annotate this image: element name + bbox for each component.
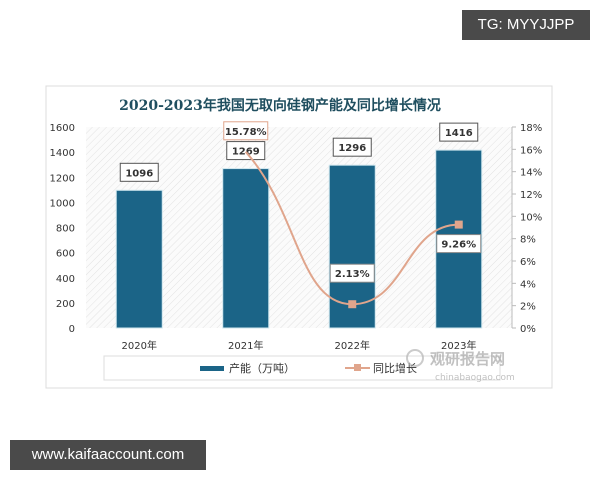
x-tick-label: 2023年 (441, 339, 476, 352)
logo-icon (406, 349, 424, 367)
right-tick-label: 2% (520, 302, 536, 313)
x-tick-label: 2020年 (122, 339, 157, 352)
line-data-label-box (223, 121, 269, 141)
x-tick-label: 2021年 (228, 339, 263, 352)
chart-title: 2020-2023年我国无取向硅钢产能及同比增长情况 (119, 97, 441, 114)
left-tick-label: 600 (56, 249, 75, 260)
line-data-label-box (436, 234, 482, 254)
line-data-label-box (329, 263, 375, 283)
right-tick-label: 4% (520, 279, 536, 290)
right-tick-label: 14% (520, 168, 542, 179)
left-tick-label: 1200 (50, 173, 75, 184)
bar-data-label: 1296 (338, 143, 366, 154)
left-tick-label: 400 (56, 274, 75, 285)
legend-line-label: 同比增长 (373, 361, 417, 375)
line-data-label: 9.26% (441, 240, 476, 251)
legend-line-marker (354, 364, 361, 371)
bar (115, 189, 163, 329)
bar-data-label-box (332, 137, 372, 157)
legend (103, 355, 501, 381)
right-tick-label: 6% (520, 257, 536, 268)
right-tick-label: 8% (520, 235, 536, 246)
left-tick-label: 200 (56, 299, 75, 310)
bar (222, 168, 270, 329)
right-tick-label: 0% (520, 324, 536, 335)
line-marker (348, 300, 357, 309)
bar-data-label: 1096 (125, 168, 153, 179)
right-tick-label: 10% (520, 212, 542, 223)
line-marker (454, 220, 463, 229)
bar-data-label-box (226, 141, 266, 161)
watermark-top: TG: MYYJJPP (462, 10, 590, 40)
right-tick-label: 18% (520, 123, 542, 134)
left-tick-label: 1400 (50, 148, 75, 159)
watermark-bottom: www.kaifaaccount.com (10, 440, 206, 470)
line-data-label: 15.78% (225, 127, 267, 138)
line-data-label: 2.13% (335, 269, 370, 280)
left-tick-label: 1000 (50, 198, 75, 209)
left-tick-label: 1600 (50, 123, 75, 134)
legend-bar-swatch (200, 366, 224, 371)
logo-url: chinabaogao.com (435, 373, 515, 383)
left-tick-label: 800 (56, 224, 75, 235)
x-tick-label: 2022年 (335, 339, 370, 352)
bar-data-label: 1416 (445, 128, 473, 139)
right-tick-label: 12% (520, 190, 542, 201)
left-tick-label: 0 (69, 324, 75, 335)
logo: 观研报告网 chinabaogao.com (406, 349, 515, 383)
logo-name: 观研报告网 (430, 350, 505, 368)
bar-data-label-box (439, 122, 479, 142)
legend-bar-label: 产能（万吨） (229, 361, 295, 375)
right-tick-label: 16% (520, 145, 542, 156)
bar-data-label-box (119, 162, 159, 182)
